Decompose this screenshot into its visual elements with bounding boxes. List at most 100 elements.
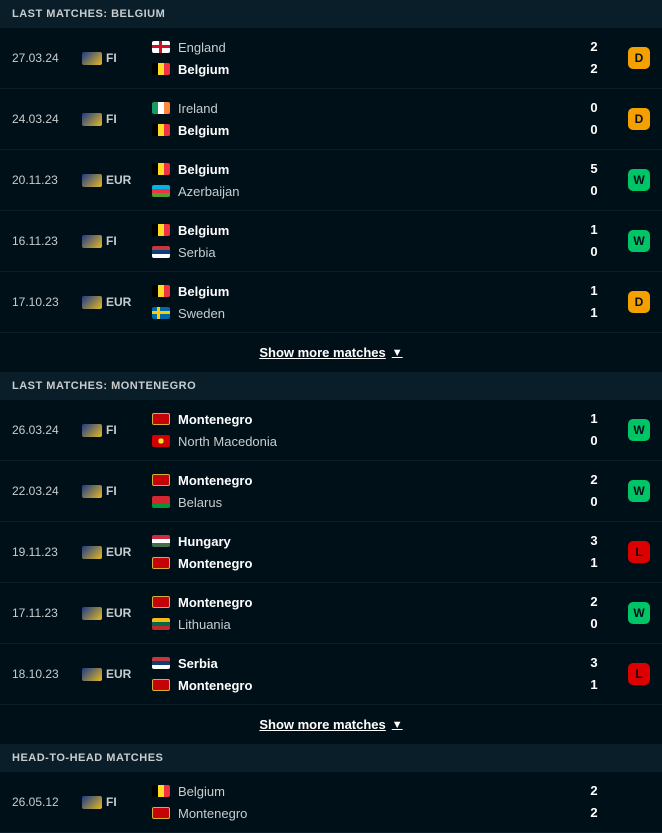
competition-flag-icon — [82, 796, 102, 809]
match-date: 19.11.23 — [12, 545, 82, 559]
match-row[interactable]: 26.05.12FIBelgiumMontenegro22 — [0, 772, 662, 833]
competition-flag-icon — [82, 174, 102, 187]
match-row[interactable]: 16.11.23FIBelgiumSerbia10W — [0, 211, 662, 272]
team-flag-icon — [152, 224, 170, 236]
team-name: Hungary — [178, 534, 231, 549]
show-more-button[interactable]: Show more matches ▼ — [0, 705, 662, 744]
match-row[interactable]: 17.10.23EURBelgiumSweden11D — [0, 272, 662, 333]
team-flag-icon — [152, 413, 170, 425]
competition-code: FI — [106, 112, 117, 126]
teams: BelgiumMontenegro — [152, 780, 574, 824]
team-flag-icon — [152, 185, 170, 197]
team-name: Belgium — [178, 223, 229, 238]
match-date: 18.10.23 — [12, 667, 82, 681]
score: 0 — [574, 97, 614, 119]
score: 1 — [574, 408, 614, 430]
team-name: Montenegro — [178, 473, 252, 488]
match-date: 20.11.23 — [12, 173, 82, 187]
score: 5 — [574, 158, 614, 180]
match-row[interactable]: 27.03.24FIEnglandBelgium22D — [0, 28, 662, 89]
scores: 20 — [574, 469, 614, 513]
score: 2 — [574, 36, 614, 58]
score: 1 — [574, 219, 614, 241]
scores: 50 — [574, 158, 614, 202]
result-badge: D — [628, 291, 650, 313]
score: 1 — [574, 674, 614, 696]
scores: 22 — [574, 36, 614, 80]
competition: FI — [82, 51, 152, 65]
competition-code: EUR — [106, 173, 131, 187]
match-row[interactable]: 18.10.23EURSerbiaMontenegro31L — [0, 644, 662, 705]
team-flag-icon — [152, 474, 170, 486]
match-row[interactable]: 26.03.24FIMontenegroNorth Macedonia10W — [0, 400, 662, 461]
teams: MontenegroBelarus — [152, 469, 574, 513]
score: 1 — [574, 552, 614, 574]
teams: Montenegro North Macedonia — [152, 408, 574, 452]
match-row[interactable]: 17.11.23EURMontenegroLithuania20W — [0, 583, 662, 644]
team-name: Montenegro — [178, 595, 252, 610]
team-name: Montenegro — [178, 556, 252, 571]
teams: Hungary Montenegro — [152, 530, 574, 574]
competition-code: FI — [106, 795, 117, 809]
team-name: Belgium — [178, 284, 229, 299]
team-flag-icon — [152, 307, 170, 319]
competition: FI — [82, 484, 152, 498]
competition-flag-icon — [82, 668, 102, 681]
match-row[interactable]: 24.03.24FIIrelandBelgium00D — [0, 89, 662, 150]
result: W — [614, 169, 650, 191]
result-badge: W — [628, 480, 650, 502]
result-badge: W — [628, 419, 650, 441]
chevron-down-icon: ▼ — [392, 347, 403, 359]
competition: EUR — [82, 173, 152, 187]
score: 2 — [574, 780, 614, 802]
result: W — [614, 480, 650, 502]
competition-code: FI — [106, 234, 117, 248]
competition-code: EUR — [106, 545, 131, 559]
team-name: North Macedonia — [178, 434, 277, 449]
team-flag-icon — [152, 557, 170, 569]
match-row[interactable]: 20.11.23EURBelgiumAzerbaijan50W — [0, 150, 662, 211]
section-header: LAST MATCHES: MONTENEGRO — [0, 372, 662, 400]
scores: 11 — [574, 280, 614, 324]
show-more-label: Show more matches — [259, 717, 385, 732]
result: W — [614, 419, 650, 441]
competition-code: EUR — [106, 295, 131, 309]
team-flag-icon — [152, 807, 170, 819]
competition-code: EUR — [106, 667, 131, 681]
score: 0 — [574, 241, 614, 263]
teams: EnglandBelgium — [152, 36, 574, 80]
competition: EUR — [82, 295, 152, 309]
scores: 10 — [574, 219, 614, 263]
team-flag-icon — [152, 102, 170, 114]
score: 0 — [574, 430, 614, 452]
team-name: Belgium — [178, 784, 225, 799]
competition: FI — [82, 234, 152, 248]
competition-flag-icon — [82, 485, 102, 498]
teams: MontenegroLithuania — [152, 591, 574, 635]
scores: 31 — [574, 652, 614, 696]
team-name: Montenegro — [178, 412, 252, 427]
competition-flag-icon — [82, 607, 102, 620]
team-name: Azerbaijan — [178, 184, 239, 199]
score: 0 — [574, 613, 614, 635]
teams: BelgiumSweden — [152, 280, 574, 324]
show-more-button[interactable]: Show more matches▼ — [0, 333, 662, 372]
teams: BelgiumSerbia — [152, 219, 574, 263]
match-row[interactable]: 22.03.24FIMontenegroBelarus20 W — [0, 461, 662, 522]
score: 2 — [574, 591, 614, 613]
score: 3 — [574, 530, 614, 552]
chevron-down-icon: ▼ — [392, 719, 403, 731]
competition: EUR — [82, 606, 152, 620]
team-name: Ireland — [178, 101, 218, 116]
result-badge: D — [628, 108, 650, 130]
match-date: 22.03.24 — [12, 484, 82, 498]
result-badge: D — [628, 47, 650, 69]
match-date: 26.05.12 — [12, 795, 82, 809]
scores: 31 — [574, 530, 614, 574]
team-flag-icon — [152, 679, 170, 691]
result: L — [614, 663, 650, 685]
score: 1 — [574, 302, 614, 324]
match-row[interactable]: 19.11.23EURHungaryMontenegro31L — [0, 522, 662, 583]
competition-flag-icon — [82, 546, 102, 559]
score: 2 — [574, 469, 614, 491]
